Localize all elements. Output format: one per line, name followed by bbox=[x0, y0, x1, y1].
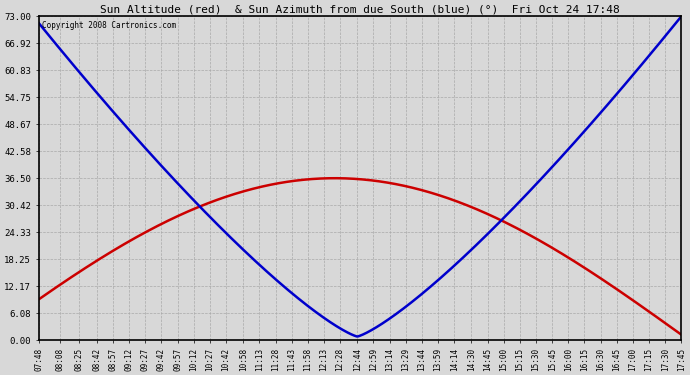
Text: Copyright 2008 Cartronics.com: Copyright 2008 Cartronics.com bbox=[42, 21, 176, 30]
Title: Sun Altitude (red)  & Sun Azimuth from due South (blue) (°)  Fri Oct 24 17:48: Sun Altitude (red) & Sun Azimuth from du… bbox=[100, 4, 620, 14]
